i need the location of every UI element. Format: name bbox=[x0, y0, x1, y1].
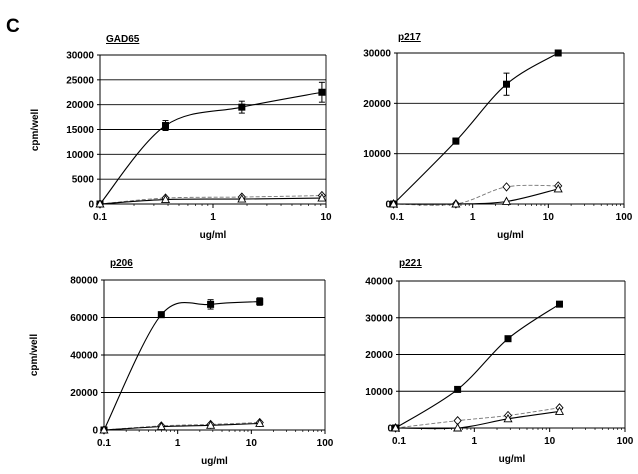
y-tick-label: 0 bbox=[387, 424, 393, 435]
series-line bbox=[393, 188, 559, 205]
chart-title: p221 bbox=[399, 258, 422, 269]
series-line bbox=[393, 184, 559, 206]
series-line bbox=[103, 422, 260, 431]
data-point-triangle bbox=[453, 423, 463, 432]
data-point-triangle bbox=[99, 425, 109, 434]
x-tick-label: 1 bbox=[470, 212, 476, 223]
chart-panel: 0 10000 20000 30000 0.1 1 10 100 p217 ug/ml bbox=[363, 32, 633, 241]
y-tick-label: 5000 bbox=[72, 175, 95, 186]
panel-letter: C bbox=[6, 16, 20, 37]
chart-title: p217 bbox=[398, 32, 421, 43]
chart-title: p206 bbox=[110, 258, 133, 269]
x-axis-label: ug/ml bbox=[497, 230, 524, 241]
x-axis-label: ug/ml bbox=[499, 454, 526, 465]
x-tick-label: 0.1 bbox=[390, 212, 404, 223]
y-tick-label: 20000 bbox=[66, 100, 94, 111]
y-tick-label: 40000 bbox=[365, 277, 393, 288]
chart-panel: 0 10000 20000 30000 40000 0.1 1 10 100 p221 ug/ml bbox=[365, 258, 634, 465]
data-point-triangle bbox=[388, 199, 399, 208]
data-point-square bbox=[503, 80, 511, 88]
x-tick-label: 10 bbox=[544, 436, 556, 447]
chart-panel: 0 20000 40000 60000 80000 0.1 1 10 100 p206 ug/ml c… bbox=[29, 258, 334, 467]
data-point-diamond bbox=[502, 182, 511, 192]
y-tick-label: 0 bbox=[92, 426, 98, 437]
y-tick-label: 30000 bbox=[66, 51, 94, 62]
data-point-square bbox=[454, 385, 462, 393]
data-point-triangle bbox=[255, 418, 265, 427]
data-point-triangle bbox=[237, 194, 247, 203]
y-axis-label: cpm/well bbox=[29, 334, 40, 376]
data-point-square bbox=[554, 49, 562, 57]
x-tick-label: 100 bbox=[317, 438, 334, 449]
x-tick-label: 10 bbox=[246, 438, 258, 449]
y-tick-label: 15000 bbox=[66, 125, 94, 136]
data-point-triangle bbox=[390, 423, 401, 432]
y-axis-label: cpm/well bbox=[30, 109, 41, 151]
y-tick-label: 10000 bbox=[66, 150, 94, 161]
x-axis-label: ug/ml bbox=[201, 456, 228, 467]
y-tick-label: 60000 bbox=[70, 313, 98, 324]
y-tick-label: 0 bbox=[385, 200, 391, 211]
data-point-square bbox=[256, 298, 264, 306]
series-line bbox=[393, 52, 559, 205]
y-tick-label: 80000 bbox=[70, 276, 98, 287]
data-point-square bbox=[318, 88, 326, 96]
y-tick-label: 40000 bbox=[70, 351, 98, 362]
data-point-square bbox=[162, 122, 170, 130]
x-tick-label: 0.1 bbox=[93, 212, 107, 223]
chart-panel: 0 5000 10000 15000 20000 25000 30000 0.1 1 10 GAD6… bbox=[30, 34, 332, 241]
data-point-triangle bbox=[317, 193, 327, 202]
x-tick-label: 0.1 bbox=[97, 438, 111, 449]
y-tick-label: 10000 bbox=[365, 387, 393, 398]
data-point-triangle bbox=[554, 406, 565, 415]
x-tick-label: 1 bbox=[472, 436, 478, 447]
y-tick-label: 30000 bbox=[365, 313, 393, 324]
x-tick-label: 10 bbox=[320, 212, 332, 223]
x-tick-label: 1 bbox=[175, 438, 181, 449]
data-point-triangle bbox=[95, 199, 105, 208]
y-tick-label: 0 bbox=[88, 200, 94, 211]
y-tick-label: 25000 bbox=[66, 75, 94, 86]
x-tick-label: 100 bbox=[616, 212, 633, 223]
data-point-triangle bbox=[501, 196, 512, 205]
series-line bbox=[395, 303, 560, 429]
y-tick-label: 10000 bbox=[363, 149, 391, 160]
chart-title: GAD65 bbox=[106, 34, 140, 45]
series-line bbox=[99, 197, 322, 205]
data-point-square bbox=[555, 300, 563, 308]
series-line bbox=[395, 410, 560, 430]
series-line bbox=[99, 195, 322, 205]
x-tick-label: 10 bbox=[543, 212, 555, 223]
data-point-triangle bbox=[206, 420, 216, 429]
x-tick-label: 0.1 bbox=[392, 436, 406, 447]
data-point-triangle bbox=[553, 183, 563, 193]
x-axis-label: ug/ml bbox=[200, 230, 227, 241]
data-point-triangle bbox=[156, 421, 166, 431]
x-tick-label: 1 bbox=[210, 212, 216, 223]
data-point-square bbox=[238, 103, 246, 111]
y-tick-label: 20000 bbox=[363, 99, 391, 110]
series-line bbox=[99, 91, 323, 205]
x-tick-label: 100 bbox=[617, 436, 634, 447]
series-line bbox=[103, 301, 260, 431]
data-point-triangle bbox=[160, 194, 171, 203]
y-tick-label: 30000 bbox=[363, 49, 391, 60]
y-tick-label: 20000 bbox=[70, 388, 98, 399]
data-point-square bbox=[207, 300, 215, 308]
data-point-square bbox=[157, 311, 165, 319]
data-point-triangle bbox=[451, 199, 461, 208]
data-point-square bbox=[452, 137, 460, 145]
data-point-triangle bbox=[503, 413, 513, 423]
data-point-square bbox=[504, 335, 512, 343]
y-tick-label: 20000 bbox=[365, 350, 393, 361]
